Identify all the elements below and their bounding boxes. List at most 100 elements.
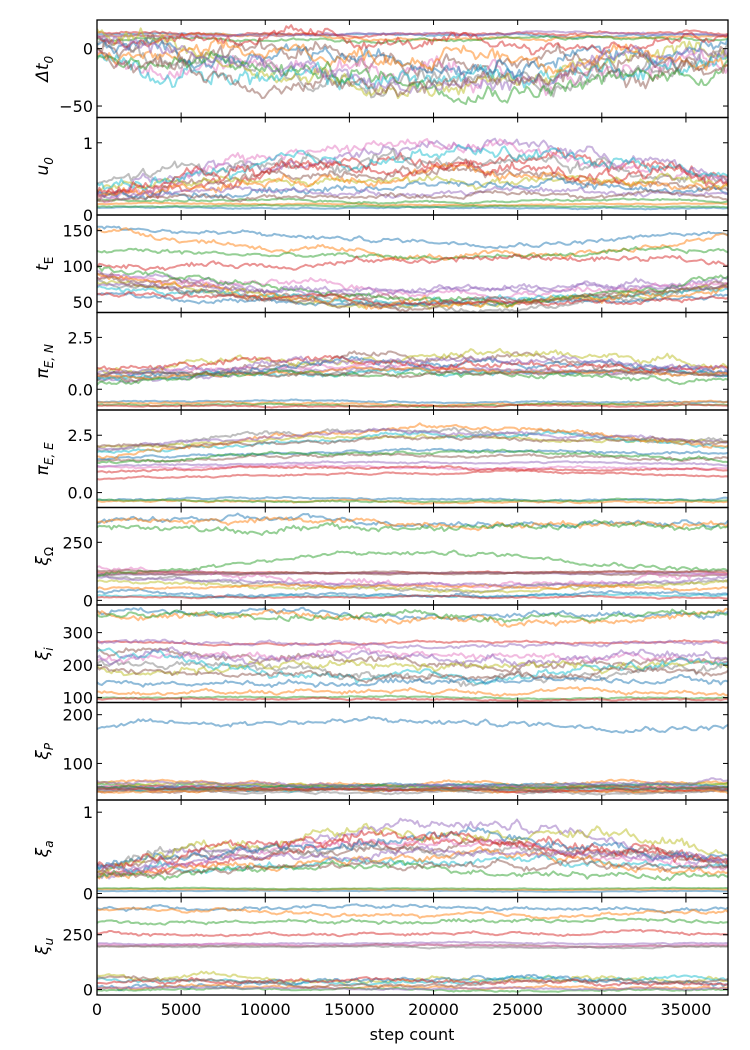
chain-trace (97, 846, 728, 880)
x-tick-label: 20000 (408, 1000, 459, 1019)
x-tick-label: 35000 (660, 1000, 711, 1019)
chain-trace (97, 608, 728, 624)
chain-trace (97, 185, 728, 201)
chain-trace (97, 822, 728, 875)
y-tick-label: 1 (83, 803, 93, 822)
y-tick-label: 0 (83, 206, 93, 225)
y-tick-label: 1 (83, 134, 93, 153)
chain-trace (97, 465, 728, 474)
x-tick-label: 5000 (161, 1000, 202, 1019)
panel-8: 1 0 ξa (33, 799, 729, 903)
chain-trace (97, 975, 728, 990)
chain-trace (97, 197, 728, 205)
chain-trace (97, 715, 728, 734)
chain-trace (97, 665, 728, 684)
y-axis-label: ξP (33, 742, 56, 760)
chain-trace (97, 837, 728, 879)
chain-trace (97, 253, 728, 272)
chain-trace (97, 497, 728, 504)
chain-trace (97, 826, 728, 870)
y-tick-label: 2.5 (68, 426, 93, 445)
y-axis-label: ξΩ (33, 547, 56, 567)
panel-5: 250 0 ξΩ (33, 506, 729, 610)
y-tick-label: 250 (62, 926, 93, 945)
x-tick-label: 10000 (240, 1000, 291, 1019)
chain-trace (97, 694, 728, 701)
chain-trace (97, 368, 728, 379)
chain-trace (97, 575, 728, 588)
chain-trace (97, 856, 728, 878)
chain-trace (97, 460, 728, 468)
chain-trace (97, 594, 728, 600)
chain-trace (97, 201, 728, 207)
chain-trace (97, 347, 728, 375)
chain-trace (97, 886, 728, 891)
chains-0 (97, 24, 728, 106)
chain-trace (97, 354, 728, 375)
y-tick-label: 50 (73, 293, 93, 312)
y-axis-label: πE, N (33, 344, 56, 378)
chain-trace (97, 784, 728, 793)
chain-trace (97, 35, 728, 94)
chain-trace (97, 280, 728, 295)
chain-trace (97, 607, 728, 628)
chain-trace (97, 290, 728, 307)
y-tick-label: 250 (62, 533, 93, 552)
chain-trace (97, 917, 728, 926)
x-tick-label: 15000 (324, 1000, 375, 1019)
chains-2 (97, 225, 728, 313)
chain-trace (97, 403, 728, 409)
chain-trace (97, 519, 728, 536)
y-tick-label: 0.0 (68, 484, 93, 503)
chain-trace (97, 906, 728, 920)
panel-9: 250 0 ξu (33, 896, 729, 1000)
chain-trace (97, 37, 728, 75)
chain-trace (97, 942, 728, 949)
x-axis-label: step count (370, 1025, 455, 1044)
chain-trace (97, 903, 728, 914)
chain-trace (97, 568, 728, 576)
chains-1 (97, 137, 728, 211)
panel-7: 200 100 ξP (33, 701, 729, 801)
chain-trace (97, 469, 728, 481)
panel-3: 2.5 0.0 πE, N (33, 311, 729, 411)
chain-trace (97, 147, 728, 200)
chains-5 (97, 512, 728, 600)
chain-trace (97, 162, 728, 199)
y-tick-label: −50 (59, 97, 93, 116)
y-axis-label: ξi (33, 647, 56, 661)
y-tick-label: 100 (62, 754, 93, 773)
chains-7 (97, 715, 728, 796)
y-tick-label: 200 (62, 706, 93, 725)
chain-trace (97, 274, 728, 302)
chain-trace (97, 845, 728, 873)
chains-6 (97, 606, 728, 703)
y-axis-label: πE, E (33, 442, 56, 475)
panel-2: 150 100 50 tE (33, 214, 729, 314)
chain-trace (97, 659, 728, 677)
chain-trace (97, 33, 728, 90)
chain-trace (97, 30, 728, 38)
chain-trace (97, 159, 728, 196)
x-tick-label: 25000 (492, 1000, 543, 1019)
y-tick-label: 100 (62, 257, 93, 276)
chain-trace (97, 516, 728, 532)
y-axis-label: ξa (33, 840, 56, 858)
y-tick-label: 0 (83, 40, 93, 59)
y-tick-label: 0 (83, 591, 93, 610)
chain-trace (97, 985, 728, 991)
chain-trace (97, 46, 728, 100)
panel-1: 0 1 u0 (33, 116, 729, 225)
chains-8 (97, 817, 728, 893)
chain-trace (97, 674, 728, 688)
chain-trace (97, 175, 728, 201)
chain-trace (97, 434, 728, 450)
chain-trace (97, 448, 728, 465)
chain-trace (97, 452, 728, 463)
y-tick-label: 100 (62, 689, 93, 708)
chain-trace (97, 944, 728, 950)
y-axis-label: Δt0 (33, 55, 56, 83)
panel-frame (96, 896, 729, 996)
panel-6: 300 200 100 ξi (33, 604, 729, 708)
